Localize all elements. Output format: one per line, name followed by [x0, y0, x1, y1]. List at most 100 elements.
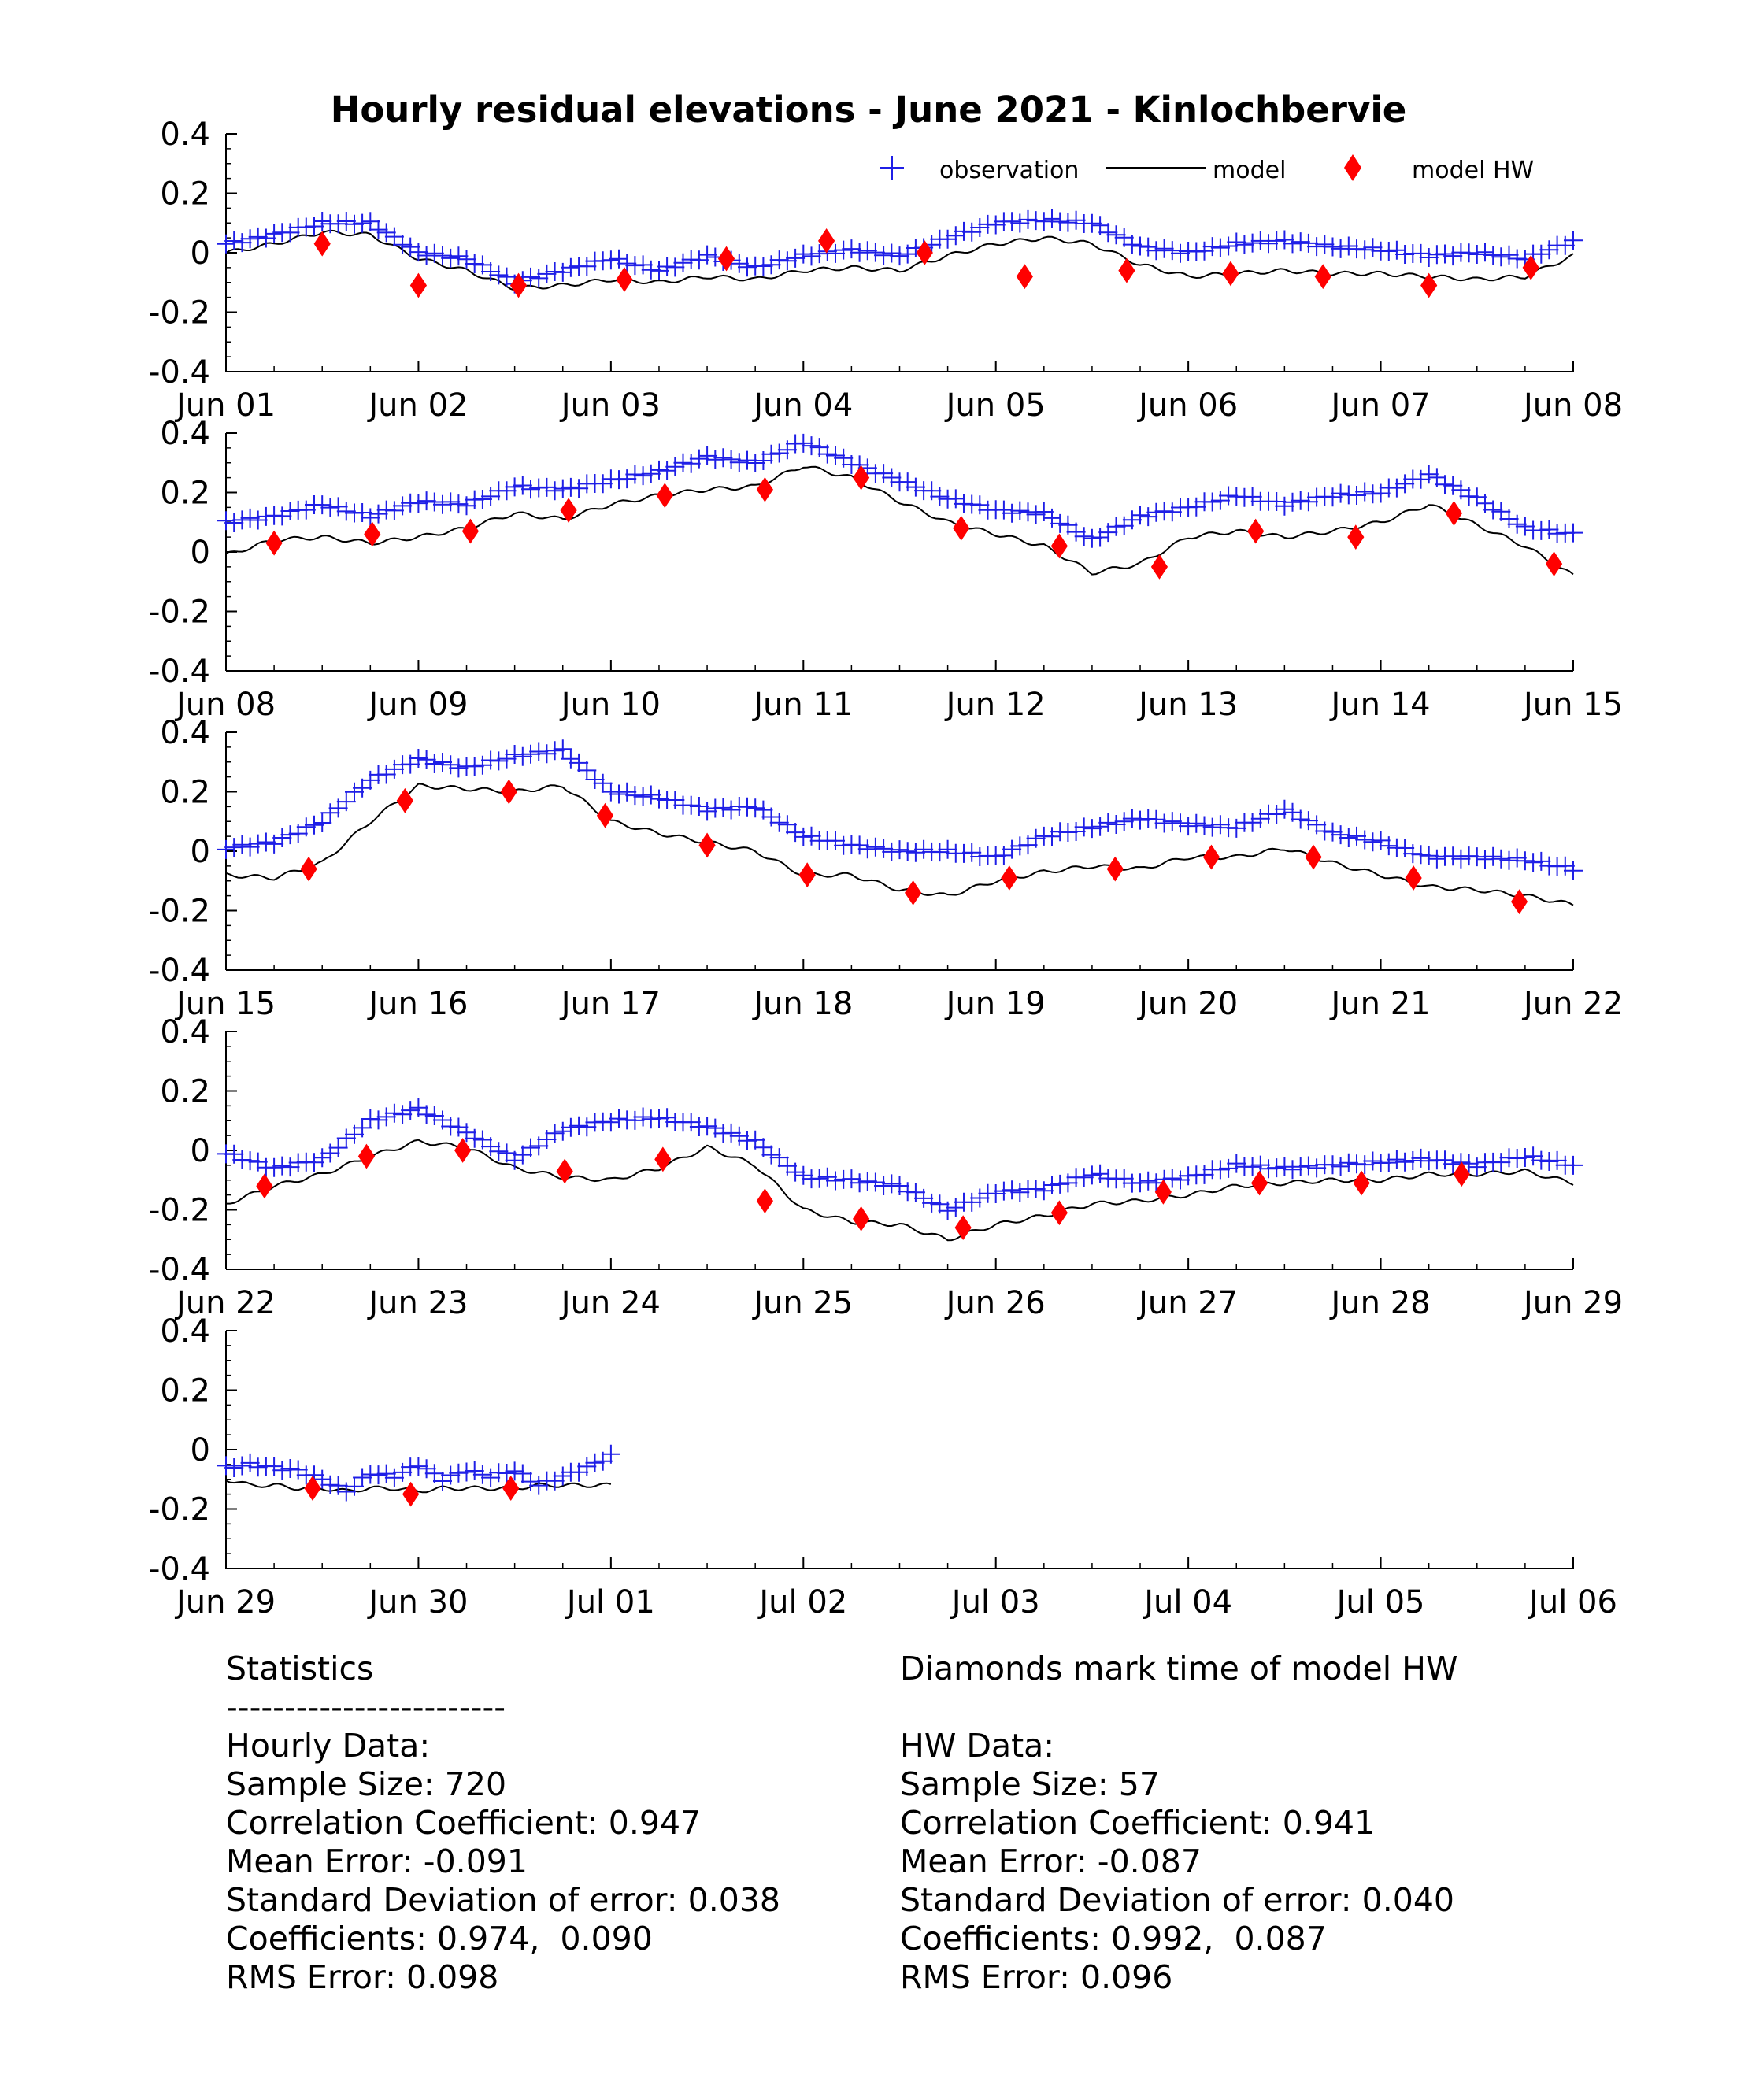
model-hw-marker [853, 1206, 870, 1231]
x-tick-label: Jun 15 [174, 986, 276, 1022]
y-tick-label: -0.2 [149, 594, 210, 631]
x-tick-label: Jun 29 [1521, 1285, 1623, 1321]
observation-marker [601, 1113, 620, 1132]
observation-marker [1131, 506, 1150, 525]
x-tick-label: Jun 02 [366, 387, 468, 424]
observation-marker [1323, 822, 1343, 842]
observation-marker [1243, 813, 1262, 832]
observation-marker [769, 1148, 789, 1168]
observation-marker [1531, 851, 1551, 871]
observation-marker [1162, 1169, 1182, 1188]
observation-marker [1250, 1155, 1270, 1175]
observation-marker [1227, 232, 1246, 252]
observation-marker [320, 1143, 340, 1163]
observation-marker [361, 1109, 380, 1128]
observation-marker [1283, 492, 1302, 512]
observation-marker [633, 1107, 653, 1127]
observation-marker [721, 800, 741, 820]
observation-marker [609, 784, 628, 804]
observation-marker [1250, 231, 1270, 250]
y-tick-label: 0.2 [160, 775, 210, 811]
observation-marker [1179, 817, 1198, 836]
x-tick-label: Jun 30 [366, 1584, 468, 1620]
y-tick-label: -0.4 [149, 1551, 210, 1587]
model-hw-marker [454, 1138, 472, 1163]
observation-marker [794, 433, 813, 453]
observation-marker [1026, 1180, 1046, 1198]
stat-line: Diamonds mark time of model HW [900, 1650, 1458, 1687]
model-hw-marker [798, 862, 816, 888]
observation-marker [417, 246, 436, 265]
observation-marker [1187, 497, 1206, 517]
observation-marker [248, 1457, 268, 1477]
x-tick-label: Jul 01 [565, 1584, 655, 1620]
observation-marker [865, 1172, 885, 1192]
observation-marker [1419, 1151, 1439, 1171]
observation-markers [217, 1098, 1583, 1220]
observation-marker [1298, 1156, 1318, 1176]
observation-marker [865, 243, 885, 262]
observation-marker [296, 500, 316, 520]
observation-marker [384, 759, 404, 779]
y-tick-label: 0 [191, 834, 210, 870]
observation-marker [553, 262, 572, 282]
observation-marker [441, 492, 461, 512]
observation-marker [1315, 821, 1335, 841]
observation-marker [1483, 846, 1503, 866]
observation-marker [865, 837, 885, 857]
observation-marker [826, 1171, 845, 1191]
x-tick-label: Jun 29 [174, 1584, 276, 1620]
observation-marker [1331, 239, 1350, 258]
x-tick-label: Jun 24 [559, 1285, 661, 1321]
observation-marker [1114, 812, 1134, 831]
stat-line: Mean Error: -0.091 [226, 1843, 528, 1880]
observation-marker [1443, 476, 1463, 495]
y-tick-label: 0 [191, 235, 210, 272]
model-hw-marker [916, 240, 933, 265]
observation-marker [1235, 235, 1254, 254]
observation-marker [794, 244, 813, 264]
observation-marker [1243, 233, 1262, 253]
observation-marker [1146, 241, 1166, 261]
observation-marker [882, 468, 902, 487]
model-hw-marker [698, 832, 716, 858]
stat-line: Standard Deviation of error: 0.040 [900, 1881, 1455, 1919]
observation-marker [1074, 1168, 1094, 1187]
observation-marker [665, 791, 685, 809]
observation-marker [489, 751, 509, 771]
observation-marker [746, 798, 765, 818]
observation-marker [834, 240, 854, 260]
observation-marker [481, 487, 501, 506]
observation-marker [1539, 1152, 1559, 1171]
observation-marker [1355, 240, 1375, 260]
observation-marker [433, 494, 452, 514]
observation-marker [681, 1113, 701, 1132]
stat-line: HW Data: [900, 1727, 1055, 1765]
y-tick-label: -0.2 [149, 894, 210, 930]
observation-marker [433, 246, 452, 265]
model-hw-marker [1453, 1161, 1470, 1187]
observation-marker [962, 222, 982, 242]
observation-marker [786, 1162, 806, 1182]
observation-marker [954, 843, 973, 863]
observation-marker [1395, 1152, 1415, 1172]
observation-marker [345, 782, 364, 802]
x-tick-label: Jul 03 [950, 1584, 1040, 1620]
observation-marker [521, 1472, 540, 1491]
observation-marker [1507, 514, 1527, 534]
observation-marker [1171, 243, 1190, 263]
x-tick-label: Jun 26 [944, 1285, 1046, 1321]
observation-marker [409, 243, 428, 262]
observation-marker [393, 235, 413, 254]
model-hw-marker [1106, 856, 1124, 882]
stat-line: ------------------------ [226, 1688, 506, 1726]
observation-marker [1162, 812, 1182, 831]
observation-marker [1194, 816, 1214, 835]
observation-marker [1010, 501, 1030, 520]
model-hw-marker [953, 515, 970, 541]
observation-marker [698, 245, 717, 265]
observation-marker [1355, 1155, 1375, 1175]
observation-marker [962, 843, 982, 862]
model-line [225, 783, 1574, 906]
